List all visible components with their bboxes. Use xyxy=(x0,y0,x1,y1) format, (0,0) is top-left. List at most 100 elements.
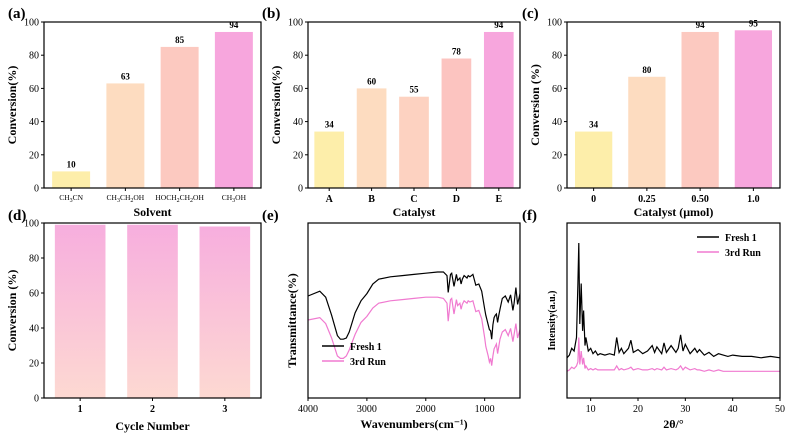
tick-label-y: 60 xyxy=(293,84,303,95)
bar xyxy=(52,171,91,188)
series-line xyxy=(307,271,521,340)
tick-label-x: B xyxy=(368,194,375,205)
bar xyxy=(127,224,178,398)
tick-label-y: 80 xyxy=(552,51,562,62)
tick-label-y: 20 xyxy=(29,359,39,370)
tick-label-x: 3000 xyxy=(357,404,377,415)
panel-c: 34 0 80 0.25 94 0.50 95 1.0 0 20 40 60 80 100 Catalyst… xyxy=(522,6,781,219)
tick-label-y: 100 xyxy=(288,18,303,29)
tick-label-x: CH3CH2OH xyxy=(107,193,145,204)
data-label: 63 xyxy=(121,71,131,81)
y-axis-label: Intensity(a.u.) xyxy=(547,290,558,350)
y-axis-label: Conversion (%) xyxy=(528,64,542,146)
tick-label-y: 60 xyxy=(29,289,39,300)
y-axis-label: Conversion (%) xyxy=(5,270,19,352)
tick-label-y: 100 xyxy=(24,18,39,29)
tick-label-y: 80 xyxy=(293,51,303,62)
tick-label-x: 2 xyxy=(150,404,155,415)
legend-label: 3rd Run xyxy=(350,357,386,368)
y-axis-label: Conversion(%) xyxy=(5,66,19,145)
tick-label-y: 20 xyxy=(29,150,39,161)
bar xyxy=(681,31,719,189)
panel-e: 4000 3000 2000 1000 Fresh 1 3rd Run Wavenumber… xyxy=(262,208,521,431)
tick-label-y: 100 xyxy=(24,219,39,230)
axes-frame xyxy=(566,21,781,189)
y-axis-label: Conversion(%) xyxy=(269,66,283,145)
tick-label-y: 0 xyxy=(34,394,39,405)
x-axis-label: Catalyst xyxy=(393,205,436,219)
panel-b: 34 A 60 B 55 C 78 D 94 E 0 20 40 60 80 100 Catalyst Conve… xyxy=(262,6,521,219)
tick-label-x: 0.50 xyxy=(691,194,709,205)
tick-label-x: 2000 xyxy=(416,404,436,415)
bar xyxy=(160,46,199,189)
axes-frame xyxy=(43,222,262,399)
axes-frame xyxy=(43,21,262,189)
series-line xyxy=(566,242,781,359)
bar xyxy=(574,131,613,188)
tick-label-y: 0 xyxy=(298,184,303,195)
bar xyxy=(199,226,251,398)
axes-frame xyxy=(307,21,521,189)
tick-label-x: 30 xyxy=(680,404,690,415)
legend-label: 3rd Run xyxy=(725,248,761,259)
tick-label-y: 0 xyxy=(34,184,39,195)
data-label: 94 xyxy=(494,20,504,30)
y-axis-label: Transmittance(%) xyxy=(285,273,299,367)
x-axis-label: Cycle Number xyxy=(115,419,190,433)
tick-label-x: 3 xyxy=(222,404,227,415)
data-label: 34 xyxy=(589,120,599,130)
tick-label-x: E xyxy=(495,194,502,205)
tick-label-y: 0 xyxy=(557,184,562,195)
tick-label-x: 1.0 xyxy=(747,194,760,205)
legend-label: Fresh 1 xyxy=(725,233,757,244)
tick-label-y: 20 xyxy=(552,150,562,161)
tick-label-x: 0 xyxy=(591,194,596,205)
tick-label-y: 80 xyxy=(29,254,39,265)
tick-label-y: 40 xyxy=(552,117,562,128)
tick-label-x: 1 xyxy=(78,404,83,415)
axes-frame xyxy=(307,222,521,399)
tick-label-y: 100 xyxy=(547,18,562,29)
data-label: 78 xyxy=(452,47,462,57)
data-label: 94 xyxy=(229,20,239,30)
bar xyxy=(399,96,429,188)
panel-label: (d) xyxy=(8,208,26,224)
panel-f: 10 20 30 40 50 Fresh 1 3rd Run 2θ/° Intensity(a.… xyxy=(522,208,785,431)
panel-label: (e) xyxy=(262,208,279,224)
data-label: 60 xyxy=(367,76,377,86)
tick-label-y: 40 xyxy=(293,117,303,128)
tick-label-y: 20 xyxy=(293,150,303,161)
data-label: 95 xyxy=(749,18,759,28)
panel-label: (c) xyxy=(522,6,539,22)
data-label: 94 xyxy=(696,20,706,30)
tick-label-x: A xyxy=(326,194,334,205)
x-axis-label: Catalyst (μmol) xyxy=(634,205,714,219)
bar xyxy=(356,88,387,188)
series-line xyxy=(307,296,521,366)
bar xyxy=(734,30,773,188)
x-axis-label: Wavenumbers(cm⁻¹) xyxy=(360,417,467,431)
tick-label-y: 40 xyxy=(29,117,39,128)
x-axis-label: 2θ/° xyxy=(663,417,684,431)
bar xyxy=(314,131,345,188)
tick-label-x: 1000 xyxy=(475,404,495,415)
panel-d: 1 2 3 0 20 40 60 80 100 Cycle Number Conversion (%… xyxy=(5,208,262,433)
series-line xyxy=(566,337,780,372)
tick-label-y: 60 xyxy=(29,84,39,95)
tick-label-x: D xyxy=(453,194,460,205)
tick-label-x: CH3OH xyxy=(222,193,247,204)
tick-label-x: 40 xyxy=(728,404,738,415)
tick-label-y: 60 xyxy=(552,84,562,95)
tick-label-y: 40 xyxy=(29,324,39,335)
panel-label: (a) xyxy=(8,6,26,22)
panel-label: (f) xyxy=(522,208,537,224)
data-label: 80 xyxy=(642,65,652,75)
tick-label-x: HOCH2CH2OH xyxy=(155,193,204,204)
bar xyxy=(214,31,253,189)
tick-label-y: 80 xyxy=(29,51,39,62)
data-label: 55 xyxy=(410,85,420,95)
data-label: 10 xyxy=(67,159,77,169)
bar xyxy=(483,31,514,189)
tick-label-x: 20 xyxy=(633,404,643,415)
